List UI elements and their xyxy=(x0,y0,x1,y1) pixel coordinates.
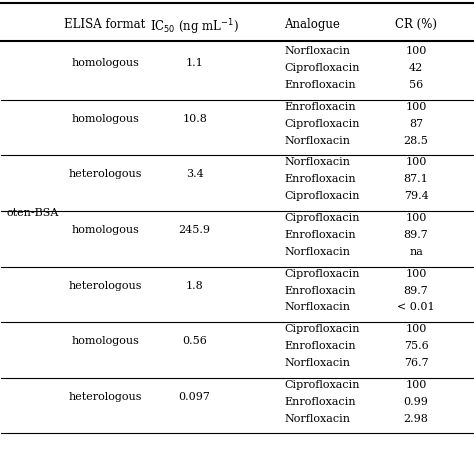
Text: Enrofloxacin: Enrofloxacin xyxy=(284,80,356,90)
Text: 75.6: 75.6 xyxy=(404,341,428,351)
Text: Ciprofloxacin: Ciprofloxacin xyxy=(284,118,360,129)
Text: Enrofloxacin: Enrofloxacin xyxy=(284,102,356,112)
Text: homologous: homologous xyxy=(71,336,139,346)
Text: 28.5: 28.5 xyxy=(404,136,428,146)
Text: heterologous: heterologous xyxy=(68,392,142,402)
Text: 2.98: 2.98 xyxy=(404,414,428,424)
Text: Enrofloxacin: Enrofloxacin xyxy=(284,285,356,295)
Text: heterologous: heterologous xyxy=(68,281,142,291)
Text: Ciprofloxacin: Ciprofloxacin xyxy=(284,191,360,201)
Text: Norfloxacin: Norfloxacin xyxy=(284,414,350,424)
Text: 100: 100 xyxy=(405,102,427,112)
Text: Ciprofloxacin: Ciprofloxacin xyxy=(284,380,360,390)
Text: 10.8: 10.8 xyxy=(182,114,207,124)
Text: heterologous: heterologous xyxy=(68,169,142,179)
Text: 0.097: 0.097 xyxy=(179,392,210,402)
Text: Ciprofloxacin: Ciprofloxacin xyxy=(284,213,360,223)
Text: 1.1: 1.1 xyxy=(186,58,203,68)
Text: Norfloxacin: Norfloxacin xyxy=(284,247,350,257)
Text: 3.4: 3.4 xyxy=(186,169,203,179)
Text: na: na xyxy=(409,247,423,257)
Text: Enrofloxacin: Enrofloxacin xyxy=(284,341,356,351)
Text: ELISA format: ELISA format xyxy=(64,18,146,31)
Text: Norfloxacin: Norfloxacin xyxy=(284,157,350,167)
Text: Norfloxacin: Norfloxacin xyxy=(284,46,350,56)
Text: IC$_{50}$ (ng mL$^{-1}$): IC$_{50}$ (ng mL$^{-1}$) xyxy=(150,18,239,37)
Text: 100: 100 xyxy=(405,269,427,279)
Text: 100: 100 xyxy=(405,380,427,390)
Text: 79.4: 79.4 xyxy=(404,191,428,201)
Text: 42: 42 xyxy=(409,63,423,73)
Text: Norfloxacin: Norfloxacin xyxy=(284,302,350,312)
Text: Enrofloxacin: Enrofloxacin xyxy=(284,174,356,184)
Text: Norfloxacin: Norfloxacin xyxy=(284,136,350,146)
Text: 100: 100 xyxy=(405,157,427,167)
Text: CR (%): CR (%) xyxy=(395,18,437,31)
Text: Analogue: Analogue xyxy=(284,18,340,31)
Text: 245.9: 245.9 xyxy=(179,225,210,235)
Text: homologous: homologous xyxy=(71,225,139,235)
Text: 87: 87 xyxy=(409,118,423,129)
Text: 87.1: 87.1 xyxy=(404,174,428,184)
Text: 76.7: 76.7 xyxy=(404,358,428,368)
Text: < 0.01: < 0.01 xyxy=(397,302,435,312)
Text: homologous: homologous xyxy=(71,58,139,68)
Text: 0.56: 0.56 xyxy=(182,336,207,346)
Text: Enrofloxacin: Enrofloxacin xyxy=(284,230,356,240)
Text: 100: 100 xyxy=(405,324,427,334)
Text: 0.99: 0.99 xyxy=(404,397,428,407)
Text: 1.8: 1.8 xyxy=(186,281,203,291)
Text: Ciprofloxacin: Ciprofloxacin xyxy=(284,269,360,279)
Text: Ciprofloxacin: Ciprofloxacin xyxy=(284,63,360,73)
Text: homologous: homologous xyxy=(71,114,139,124)
Text: oten-BSA: oten-BSA xyxy=(6,208,58,218)
Text: Enrofloxacin: Enrofloxacin xyxy=(284,397,356,407)
Text: 89.7: 89.7 xyxy=(404,285,428,295)
Text: 100: 100 xyxy=(405,46,427,56)
Text: 100: 100 xyxy=(405,213,427,223)
Text: 56: 56 xyxy=(409,80,423,90)
Text: 89.7: 89.7 xyxy=(404,230,428,240)
Text: Ciprofloxacin: Ciprofloxacin xyxy=(284,324,360,334)
Text: Norfloxacin: Norfloxacin xyxy=(284,358,350,368)
